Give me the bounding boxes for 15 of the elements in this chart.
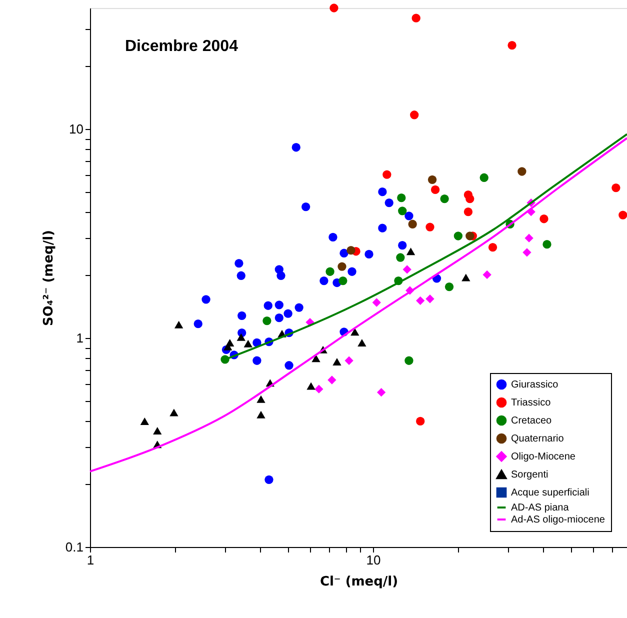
legend-label: Acque superficiali [511, 488, 590, 498]
x-axis-title: Cl⁻ (meq/l) [320, 574, 398, 590]
legend-label: Cretaceo [511, 416, 552, 426]
y-tick-label: 1 [76, 330, 84, 346]
y-tick-label: 10 [69, 122, 84, 137]
legend-label: Triassico [511, 398, 552, 408]
y-tick-label: 0.1 [65, 540, 84, 554]
legend-label: Giurassico [511, 380, 559, 390]
legend-label: Sorgenti [511, 470, 548, 480]
y-axis-title: SO₄²⁻ (meq/l) [41, 230, 56, 326]
legend-label: Ad-AS oligo-miocene [511, 514, 606, 526]
legend-label: AD-AS piana [511, 502, 570, 514]
text: Dicembre 2004 [125, 38, 238, 55]
legend-label: Quaternario [511, 434, 564, 444]
legend-label: Oligo-Miocene [511, 452, 576, 462]
